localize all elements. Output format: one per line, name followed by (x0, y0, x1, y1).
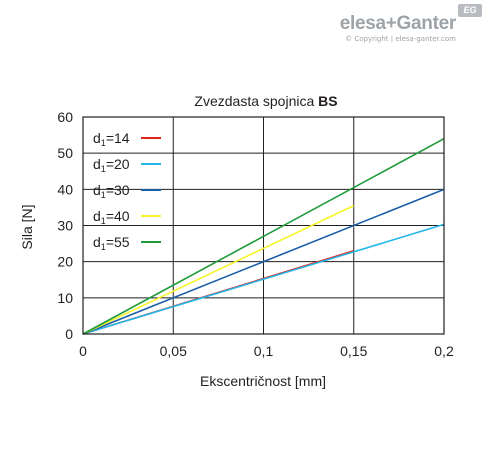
x-tick-label: 0,1 (254, 343, 274, 359)
series-line-4 (82, 137, 445, 335)
series-line-2 (82, 188, 445, 335)
brand-copyright: © Copyright | elesa-ganter.com (345, 35, 456, 43)
x-tick-label: 0,05 (160, 343, 187, 359)
y-tick-label: 0 (65, 326, 73, 342)
y-tick-label: 30 (57, 218, 73, 234)
y-tick-label: 20 (57, 254, 73, 270)
legend-label-3: d1=40 (93, 208, 130, 226)
series-line-3 (82, 204, 355, 335)
x-tick-label: 0,2 (434, 343, 454, 359)
brand-badge: EG (458, 4, 482, 17)
series-line-1 (82, 223, 445, 335)
y-tick-label: 10 (57, 290, 73, 306)
chart-series (82, 137, 445, 335)
brand-logo: elesa+Ganter (339, 13, 457, 34)
chart-title: Zvezdasta spojnica BS (194, 93, 337, 109)
x-tick-label: 0 (79, 343, 87, 359)
y-tick-label: 40 (57, 181, 73, 197)
y-tick-label: 60 (57, 109, 73, 125)
y-axis-label: Sila [N] (19, 204, 35, 249)
x-axis-ticks: 0 0,05 0,1 0,15 0,2 (79, 343, 454, 359)
legend-label-4: d1=55 (93, 234, 130, 252)
x-axis-label: Ekscentričnost [mm] (200, 373, 326, 389)
x-tick-label: 0,15 (340, 343, 367, 359)
y-axis-ticks: 0 10 20 30 40 50 60 (57, 109, 73, 342)
legend-label-0: d1=14 (93, 130, 130, 148)
chart-grid (83, 117, 444, 334)
chart-legend: d1=14 d1=20 d1=30 d1=40 d1=55 (93, 130, 161, 252)
brand-header: elesa+Ganter © Copyright | elesa-ganter.… (339, 13, 457, 44)
chart-frame (82, 116, 445, 335)
y-tick-label: 50 (57, 145, 73, 161)
legend-label-1: d1=20 (93, 156, 130, 174)
legend-label-2: d1=30 (93, 182, 130, 200)
plot-border (82, 116, 445, 335)
